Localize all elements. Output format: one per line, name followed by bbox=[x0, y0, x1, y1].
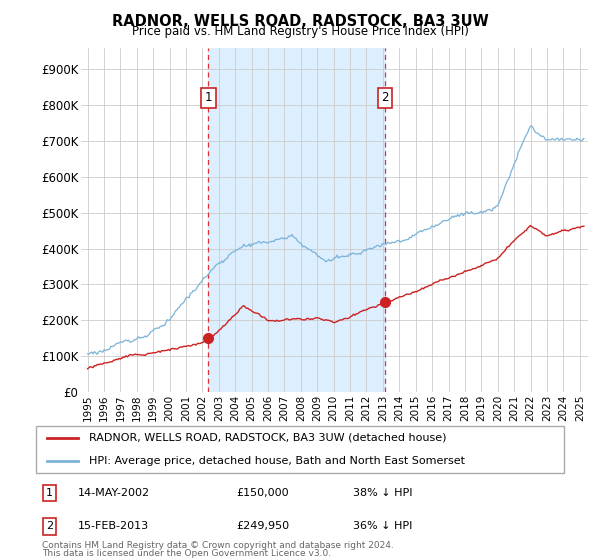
Text: £249,950: £249,950 bbox=[236, 521, 290, 531]
Text: 15-FEB-2013: 15-FEB-2013 bbox=[78, 521, 149, 531]
Text: 2: 2 bbox=[46, 521, 53, 531]
Text: Price paid vs. HM Land Registry's House Price Index (HPI): Price paid vs. HM Land Registry's House … bbox=[131, 25, 469, 38]
Text: RADNOR, WELLS ROAD, RADSTOCK, BA3 3UW (detached house): RADNOR, WELLS ROAD, RADSTOCK, BA3 3UW (d… bbox=[89, 432, 446, 442]
Text: HPI: Average price, detached house, Bath and North East Somerset: HPI: Average price, detached house, Bath… bbox=[89, 456, 465, 466]
Text: Contains HM Land Registry data © Crown copyright and database right 2024.: Contains HM Land Registry data © Crown c… bbox=[42, 541, 394, 550]
Text: 2: 2 bbox=[381, 91, 389, 104]
Text: 1: 1 bbox=[205, 91, 212, 104]
Text: £150,000: £150,000 bbox=[236, 488, 289, 498]
FancyBboxPatch shape bbox=[36, 426, 564, 473]
Text: 14-MAY-2002: 14-MAY-2002 bbox=[78, 488, 151, 498]
Text: This data is licensed under the Open Government Licence v3.0.: This data is licensed under the Open Gov… bbox=[42, 549, 331, 558]
Text: 38% ↓ HPI: 38% ↓ HPI bbox=[353, 488, 412, 498]
Bar bbox=[208, 48, 385, 392]
Text: RADNOR, WELLS ROAD, RADSTOCK, BA3 3UW: RADNOR, WELLS ROAD, RADSTOCK, BA3 3UW bbox=[112, 14, 488, 29]
Text: 36% ↓ HPI: 36% ↓ HPI bbox=[353, 521, 412, 531]
Text: 1: 1 bbox=[46, 488, 53, 498]
